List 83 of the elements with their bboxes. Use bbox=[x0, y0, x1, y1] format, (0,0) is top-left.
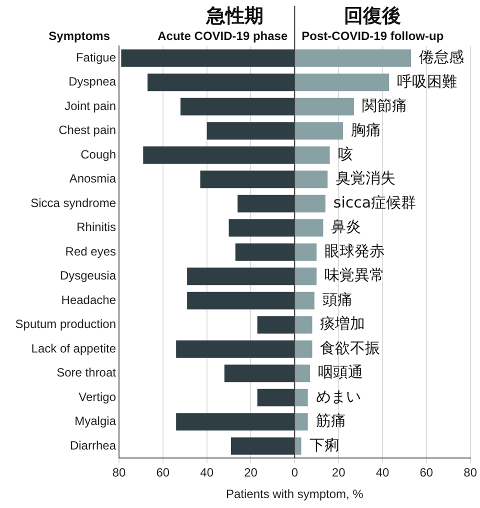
bar bbox=[121, 49, 294, 67]
x-tick-label: 80 bbox=[464, 466, 478, 480]
text: 急性期 bbox=[205, 5, 264, 27]
bar bbox=[295, 292, 314, 310]
series-label: Post-COVID-19 follow-up bbox=[302, 29, 444, 43]
annotation: 臭覚消失 bbox=[336, 169, 396, 188]
bar bbox=[206, 122, 294, 140]
x-tick-label: 20 bbox=[332, 466, 346, 480]
annotation: 咳 bbox=[338, 145, 353, 163]
bar bbox=[295, 122, 343, 140]
bar bbox=[230, 437, 294, 455]
bar bbox=[180, 98, 294, 116]
y-tick-label: Headache bbox=[61, 292, 116, 307]
annotation: 食欲不振 bbox=[320, 338, 380, 357]
annotation: 咽頭通 bbox=[318, 363, 364, 382]
bar bbox=[295, 413, 308, 431]
y-tick-label: Cough bbox=[80, 147, 116, 162]
bar bbox=[228, 219, 294, 237]
x-tick-label: 60 bbox=[156, 466, 170, 480]
bar bbox=[295, 194, 326, 212]
bar bbox=[295, 340, 312, 358]
x-tick-label: 20 bbox=[244, 466, 258, 480]
x-tick-label: 80 bbox=[112, 466, 126, 480]
bar bbox=[176, 413, 294, 431]
annotation: 関節痛 bbox=[362, 96, 407, 115]
bar bbox=[295, 74, 390, 92]
y-tick-label: Dysgeusia bbox=[60, 268, 116, 283]
annotation: 頭痛 bbox=[322, 290, 352, 308]
bar bbox=[295, 388, 308, 406]
y-tick-label: Anosmia bbox=[69, 172, 116, 186]
y-tick-label: Joint pain bbox=[64, 98, 116, 113]
bar bbox=[295, 437, 302, 455]
annotation: 呼吸困難 bbox=[397, 72, 458, 90]
bar bbox=[295, 219, 324, 237]
bar bbox=[187, 292, 294, 310]
bar bbox=[295, 268, 317, 286]
annotation: 下痢 bbox=[309, 436, 340, 454]
bar bbox=[295, 170, 328, 188]
annotation: 味覚異常 bbox=[324, 266, 385, 284]
y-tick-label: Sicca syndrome bbox=[30, 196, 116, 210]
y-tick-label: Vertigo bbox=[78, 390, 116, 404]
y-tick-label: Myalgia bbox=[74, 414, 116, 428]
annotation: 倦怠感 bbox=[419, 48, 464, 66]
y-tick-label: Red eyes bbox=[65, 244, 116, 258]
annotation: めまい bbox=[316, 387, 361, 406]
bar bbox=[148, 74, 294, 92]
y-axis-title: Symptoms bbox=[48, 29, 110, 43]
bar bbox=[295, 243, 317, 261]
y-tick-label: Chest pain bbox=[58, 123, 116, 138]
bar bbox=[238, 194, 294, 212]
bar bbox=[235, 243, 294, 261]
y-tick-label: Sputum production bbox=[15, 317, 116, 332]
x-tick-label: 60 bbox=[420, 466, 434, 480]
bar bbox=[257, 388, 294, 406]
text: 回復後 bbox=[344, 5, 401, 27]
bar bbox=[295, 49, 412, 67]
bar bbox=[295, 146, 330, 164]
y-tick-label: Lack of appetite bbox=[31, 341, 116, 356]
x-tick-label: 0 bbox=[291, 466, 298, 480]
bar bbox=[295, 316, 312, 334]
annotation: 鼻炎 bbox=[331, 218, 362, 236]
x-axis-title: Patients with symptom, % bbox=[226, 487, 364, 502]
annotation: sicca症候群 bbox=[333, 193, 416, 212]
y-tick-label: Fatigue bbox=[76, 50, 116, 64]
x-tick-label: 40 bbox=[200, 466, 214, 480]
bar bbox=[187, 268, 294, 286]
annotation: 痰増加 bbox=[320, 314, 366, 333]
y-tick-label: Diarrhea bbox=[70, 438, 116, 452]
y-tick-label: Dyspnea bbox=[68, 74, 116, 89]
bar bbox=[176, 340, 294, 358]
y-tick-label: Rhinitis bbox=[76, 220, 116, 234]
bar bbox=[143, 146, 294, 164]
series-label: Acute COVID-19 phase bbox=[158, 29, 288, 43]
bar bbox=[295, 98, 354, 116]
bar bbox=[224, 364, 294, 382]
annotation: 眼球発赤 bbox=[324, 242, 385, 260]
y-tick-label: Sore throat bbox=[56, 366, 117, 380]
bar bbox=[257, 316, 294, 334]
bar bbox=[200, 170, 294, 188]
annotation: 筋痛 bbox=[316, 412, 346, 430]
annotation: 胸痛 bbox=[350, 120, 381, 139]
x-tick-label: 40 bbox=[376, 466, 390, 480]
bar bbox=[295, 364, 310, 382]
